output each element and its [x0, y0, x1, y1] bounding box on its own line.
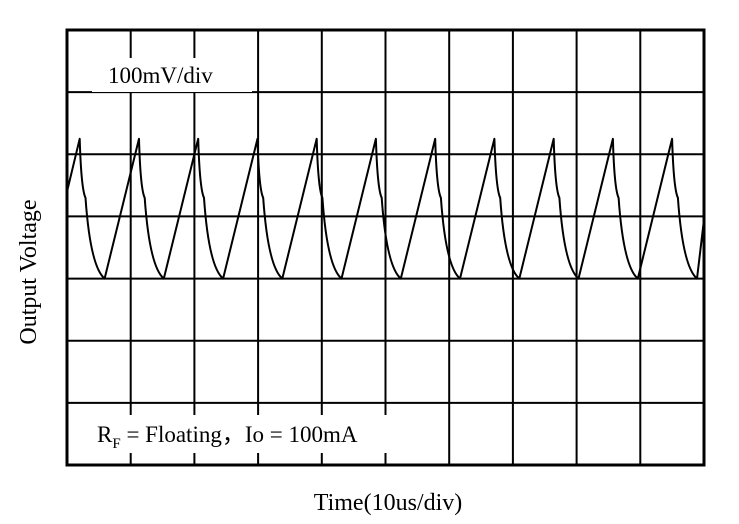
condition-label: RF = Floating，Io = 100mA	[97, 422, 358, 452]
condition-label-bg	[86, 415, 446, 453]
condition-label-main: R	[97, 422, 113, 447]
x-axis-label: Time(10us/div)	[314, 490, 462, 516]
condition-label-subscript: F	[112, 436, 120, 452]
grid	[67, 30, 704, 465]
condition-label-rest: = Floating，Io = 100mA	[121, 422, 358, 447]
plot-frame	[65, 28, 706, 467]
y-axis-label: Output Voltage	[16, 199, 42, 344]
scale-label: 100mV/div	[108, 63, 213, 88]
voltage-trace	[66, 137, 705, 280]
scale-label-bg	[92, 58, 252, 92]
